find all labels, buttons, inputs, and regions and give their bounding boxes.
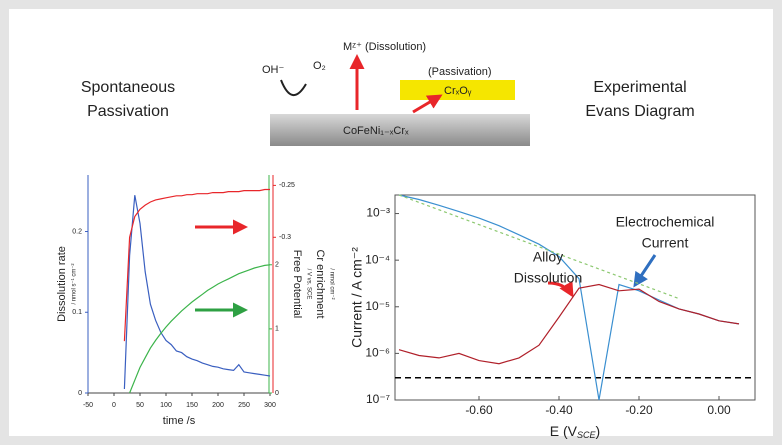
series-line <box>129 264 271 394</box>
y-tick-label: 0 <box>275 390 279 397</box>
x-axis-label-part: SCE <box>577 430 597 440</box>
annotation: Alloy <box>533 249 563 265</box>
y-axis-label: Dissolution rate <box>56 246 68 322</box>
y-tick-label: -0.3 <box>279 234 291 241</box>
x-tick-label: -0.20 <box>625 403 653 417</box>
passivation-arrow <box>412 94 443 114</box>
dissolution-label: Mᶻ⁺ (Dissolution) <box>343 41 426 53</box>
annotation: Electrochemical <box>616 214 715 230</box>
alloy-label: CoFeNi₁₋ₓCrₓ <box>343 125 409 137</box>
x-tick-label: 100 <box>160 402 172 409</box>
x-tick-label: 250 <box>238 402 250 409</box>
y-tick-label: 0.1 <box>72 309 82 316</box>
y-axis-unit: / V vs. SCE <box>305 269 311 300</box>
x-axis-label-part: E (V <box>550 423 578 439</box>
x-tick-label: 0 <box>112 402 116 409</box>
series-line <box>398 194 680 300</box>
series-line <box>123 195 271 390</box>
y-tick-label: 10⁻⁴ <box>365 252 390 266</box>
x-axis-label: E (VSCE) <box>550 423 600 441</box>
y-axis-label: Current / A cm⁻² <box>349 247 365 348</box>
annotation: Dissolution <box>514 270 582 286</box>
annotation: Current <box>642 235 689 251</box>
y-axis-unit: / nmol s⁻¹ cm⁻² <box>72 263 78 304</box>
right-title: Evans Diagram <box>585 103 694 120</box>
alloy-slab <box>270 114 530 146</box>
y-axis-label: Cr enrichment <box>314 249 326 318</box>
arrow <box>547 280 574 298</box>
passivation-label: (Passivation) <box>428 66 492 78</box>
left-title: Spontaneous <box>81 79 175 96</box>
series-line <box>123 188 270 342</box>
x-tick-label: -0.60 <box>465 403 493 417</box>
oxide-label: CrₓOᵧ <box>444 85 472 97</box>
y-tick-label: 10⁻³ <box>366 206 390 220</box>
x-axis-label: time /s <box>163 415 196 427</box>
plot-frame <box>394 194 756 401</box>
hydroxide: OH⁻ <box>262 64 285 76</box>
x-tick-label: -50 <box>83 402 93 409</box>
y-tick-label: 10⁻⁵ <box>365 299 390 313</box>
x-tick-label: 300 <box>264 402 276 409</box>
y-tick-label: 1 <box>275 326 279 333</box>
x-tick-label: 0.00 <box>707 403 731 417</box>
y-tick-label: 2 <box>275 262 279 269</box>
arrow <box>633 254 657 288</box>
y-axis-unit: / nmol cm⁻² <box>328 268 334 299</box>
y-tick-label: 10⁻⁷ <box>366 392 390 406</box>
y-tick-label: 10⁻⁶ <box>365 346 390 360</box>
x-tick-label: 150 <box>186 402 198 409</box>
y-tick-label: -0.25 <box>279 182 295 189</box>
left-title: Passivation <box>87 103 169 120</box>
oxygen-curve <box>280 79 307 96</box>
x-tick-label: 200 <box>212 402 224 409</box>
x-tick-label: 50 <box>136 402 144 409</box>
x-tick-label: -0.40 <box>545 403 573 417</box>
y-axis-label: Free Potential <box>291 250 303 318</box>
y-tick-label: 0.2 <box>72 228 82 235</box>
y-tick-label: 0 <box>78 390 82 397</box>
right-title: Experimental <box>593 79 686 96</box>
series-line <box>398 283 740 365</box>
oxygen: O₂ <box>313 60 326 72</box>
x-axis-label-part: ) <box>596 423 601 439</box>
